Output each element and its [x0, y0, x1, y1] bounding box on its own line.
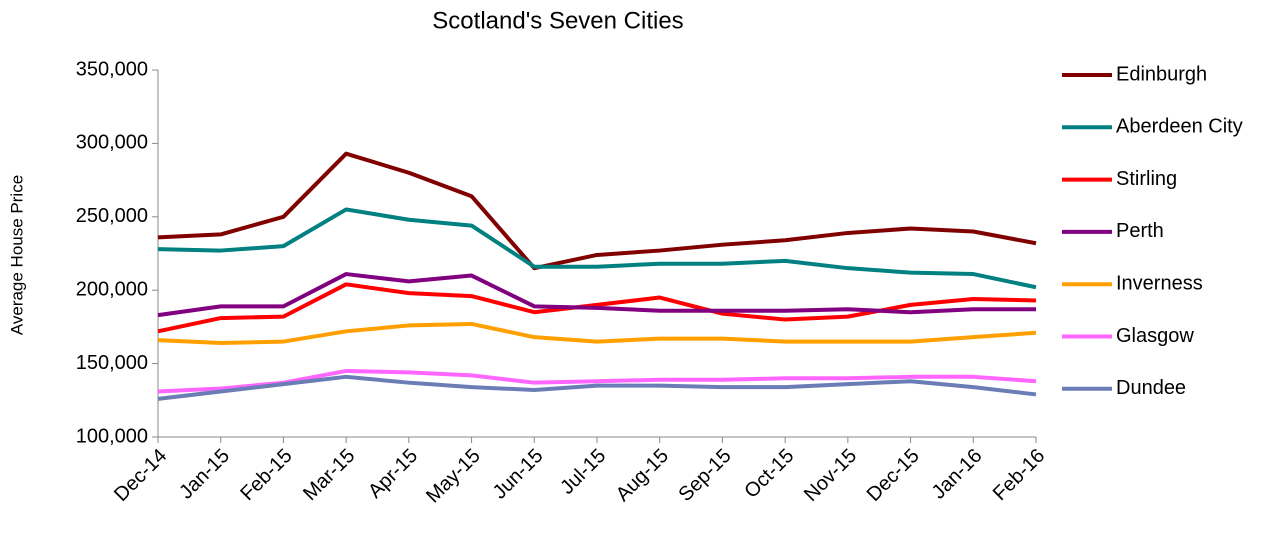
legend-label: Dundee: [1116, 377, 1186, 399]
chart-title: Scotland's Seven Cities: [432, 7, 683, 34]
series-line: [157, 282, 1037, 334]
y-tick-label: 350,000: [76, 58, 148, 80]
series-line: [157, 374, 1037, 401]
legend-label: Glasgow: [1116, 325, 1194, 347]
x-tick-label: Jan-15: [175, 445, 234, 504]
x-tick-label: Apr-15: [364, 445, 422, 503]
x-tick-label: Nov-15: [800, 445, 861, 506]
y-tick-label: 200,000: [76, 278, 148, 300]
x-tick-label: Sep-15: [675, 445, 736, 506]
series-line: [157, 368, 1037, 394]
x-tick-label: Dec-14: [110, 445, 171, 506]
series-line: [157, 321, 1037, 346]
x-tick-label: Jun-15: [489, 445, 548, 504]
x-tick-label: May-15: [422, 445, 485, 508]
x-tick-label: Oct-15: [740, 445, 798, 503]
x-tick-label: Feb-15: [236, 445, 296, 505]
y-tick-label: 250,000: [76, 205, 148, 227]
series-line: [157, 207, 1037, 290]
y-tick-label: 300,000: [76, 132, 148, 154]
y-axis-title: Average House Price: [7, 175, 26, 335]
legend-label: Aberdeen City: [1116, 116, 1243, 138]
x-tick-label: Dec-15: [863, 445, 924, 506]
legend-label: Perth: [1116, 220, 1164, 242]
x-tick-label: Mar-15: [299, 445, 359, 505]
series-line: [157, 272, 1036, 318]
legend-label: Stirling: [1116, 168, 1177, 190]
legend-label: Edinburgh: [1116, 63, 1207, 85]
x-tick-label: Jan-16: [928, 445, 987, 504]
x-tick-label: Aug-15: [612, 445, 673, 506]
legend-label: Inverness: [1116, 272, 1203, 294]
x-tick-label: Feb-16: [989, 445, 1049, 505]
x-tick-label: Jul-15: [556, 445, 610, 499]
series-line: [157, 151, 1037, 271]
y-tick-label: 100,000: [76, 425, 148, 447]
y-tick-label: 150,000: [76, 352, 148, 374]
